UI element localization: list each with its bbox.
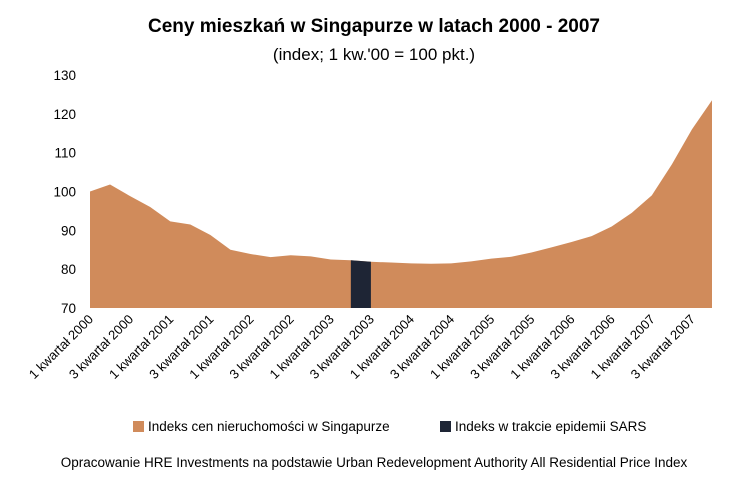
y-tick-label: 90 bbox=[61, 223, 76, 238]
series-area-sars bbox=[350, 260, 371, 308]
series-area-main bbox=[90, 100, 712, 309]
y-tick-label: 100 bbox=[53, 185, 76, 200]
legend: Indeks cen nieruchomości w Singapurze In… bbox=[133, 419, 646, 434]
legend-swatch-main bbox=[133, 421, 144, 432]
y-axis: 70 80 90 100 110 120 130 bbox=[53, 68, 76, 316]
legend-swatch-sars bbox=[440, 421, 451, 432]
chart-subtitle: (index; 1 kw.'00 = 100 pkt.) bbox=[273, 45, 475, 64]
plot-area bbox=[90, 100, 712, 309]
y-tick-label: 120 bbox=[53, 107, 76, 122]
y-tick-label: 70 bbox=[61, 301, 76, 316]
y-tick-label: 130 bbox=[53, 68, 76, 83]
legend-label-main: Indeks cen nieruchomości w Singapurze bbox=[148, 419, 390, 434]
legend-label-sars: Indeks w trakcie epidemii SARS bbox=[455, 419, 646, 434]
chart-title: Ceny mieszkań w Singapurze w latach 2000… bbox=[148, 16, 600, 37]
y-tick-label: 80 bbox=[61, 262, 76, 277]
source-note: Opracowanie HRE Investments na podstawie… bbox=[61, 455, 688, 470]
y-tick-label: 110 bbox=[54, 146, 76, 161]
